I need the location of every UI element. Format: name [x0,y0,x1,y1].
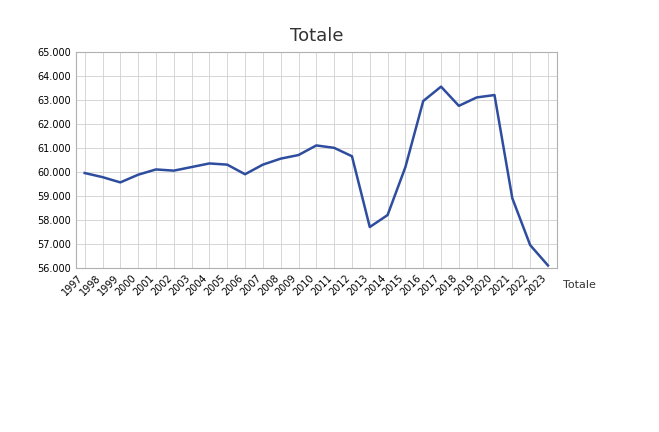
Text: Totale: Totale [563,280,596,290]
Title: Totale: Totale [289,27,343,45]
